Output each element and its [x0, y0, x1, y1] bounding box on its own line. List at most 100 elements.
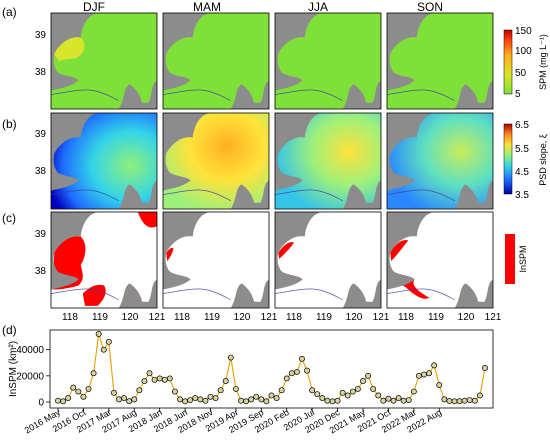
- data-point: [126, 398, 133, 405]
- data-point: [136, 387, 143, 394]
- lon-tick: 118: [398, 312, 414, 323]
- data-point: [349, 388, 356, 395]
- colorbar-spm-tick: 50: [515, 68, 527, 79]
- data-point: [466, 397, 473, 403]
- lat-tick: 39: [35, 129, 47, 140]
- colorbar-psd-tick: 3.5: [515, 190, 529, 201]
- data-point: [431, 362, 438, 369]
- data-point: [238, 397, 244, 404]
- panel-label-d: (d): [2, 323, 17, 337]
- lat-tick: 39: [35, 30, 47, 41]
- lon-tick: 118: [62, 312, 78, 323]
- map-insp-son: [386, 211, 493, 308]
- map-psd-mam: [162, 112, 269, 209]
- data-point: [354, 385, 361, 392]
- data-point: [263, 398, 270, 405]
- map-insp-mam: [162, 211, 269, 308]
- data-point: [471, 397, 478, 404]
- data-point: [85, 385, 92, 392]
- lon-tick: 119: [92, 312, 108, 323]
- lon-tick: 119: [428, 312, 444, 323]
- data-point: [421, 371, 427, 378]
- data-point: [451, 398, 458, 405]
- data-point: [456, 398, 463, 405]
- data-point: [482, 365, 488, 371]
- lon-tick: 119: [316, 312, 332, 323]
- data-point: [405, 397, 412, 403]
- panel-label-b: (b): [2, 117, 17, 131]
- data-point: [141, 378, 148, 385]
- data-point: [232, 385, 239, 392]
- map-insp-jja: [274, 211, 381, 308]
- lon-tick: 120: [234, 312, 251, 323]
- colorbar-psd: 6.5 5.5 4.5 3.5 PSD slope, ξ: [503, 120, 548, 201]
- data-point: [60, 398, 67, 405]
- lon-tick: 118: [174, 312, 190, 323]
- lon-tick: 120: [122, 312, 139, 323]
- data-point: [253, 393, 260, 400]
- season-title-djf: DJF: [83, 0, 105, 14]
- panel-label-c: (c): [2, 211, 16, 225]
- data-point: [370, 385, 377, 392]
- data-point: [116, 396, 122, 403]
- data-point: [436, 382, 443, 388]
- data-point: [171, 388, 178, 395]
- data-point: [131, 396, 138, 403]
- legend-inspm-label: InSPM: [518, 245, 528, 272]
- data-point: [146, 370, 153, 377]
- colorbar-spm-tick: 5: [515, 89, 521, 100]
- lon-tick: 121: [485, 312, 502, 323]
- data-point: [334, 397, 341, 404]
- data-point: [314, 391, 321, 398]
- season-title-son: SON: [417, 0, 443, 14]
- y-axis-label: InSPM (km²): [8, 341, 19, 397]
- lon-tick: 121: [373, 312, 390, 323]
- panel-label-a: (a): [2, 5, 17, 19]
- data-point: [192, 395, 199, 402]
- data-point: [207, 393, 214, 400]
- colorbar-psd-label: PSD slope, ξ: [538, 134, 548, 186]
- series-inspm: [55, 331, 488, 405]
- data-point: [258, 396, 265, 403]
- map-insp-djf: [50, 211, 157, 308]
- map-row-inspm: [50, 211, 494, 309]
- data-point: [110, 389, 117, 396]
- lon-tick: 120: [346, 312, 363, 323]
- data-point: [415, 372, 422, 379]
- colorbar-psd-tick: 5.5: [515, 144, 529, 155]
- longitude-ticks: 118 119 120 121 118 119 120 121 118 119 …: [62, 312, 502, 323]
- chart-frame: [49, 329, 494, 409]
- latitude-ticks: 39 38 39 38 39 38: [35, 30, 47, 277]
- lon-tick: 118: [286, 312, 302, 323]
- series-line: [57, 333, 486, 403]
- data-point: [426, 370, 433, 377]
- data-point: [248, 396, 255, 403]
- data-point: [299, 355, 305, 362]
- data-point: [283, 375, 290, 382]
- colorbar-spm-tick: 150: [515, 26, 532, 37]
- data-point: [70, 384, 77, 391]
- lon-tick: 121: [261, 312, 278, 323]
- data-point: [390, 397, 397, 404]
- data-point: [380, 397, 387, 404]
- map-spm-son: [386, 12, 493, 109]
- data-point: [197, 396, 204, 403]
- data-point: [121, 395, 128, 402]
- data-point: [90, 370, 97, 377]
- data-point: [151, 376, 158, 383]
- lat-tick: 38: [35, 266, 47, 277]
- data-point: [329, 398, 336, 405]
- data-point: [105, 338, 112, 345]
- data-point: [55, 397, 61, 404]
- data-point: [309, 387, 316, 394]
- data-point: [100, 346, 107, 353]
- lon-tick: 119: [204, 312, 220, 323]
- y-tick-label: 0: [38, 398, 44, 409]
- data-point: [75, 388, 82, 395]
- data-point: [446, 398, 453, 404]
- data-point: [385, 395, 392, 402]
- data-point: [161, 376, 168, 383]
- data-point: [187, 397, 194, 403]
- data-point: [217, 387, 224, 394]
- map-row-psd: [50, 112, 494, 210]
